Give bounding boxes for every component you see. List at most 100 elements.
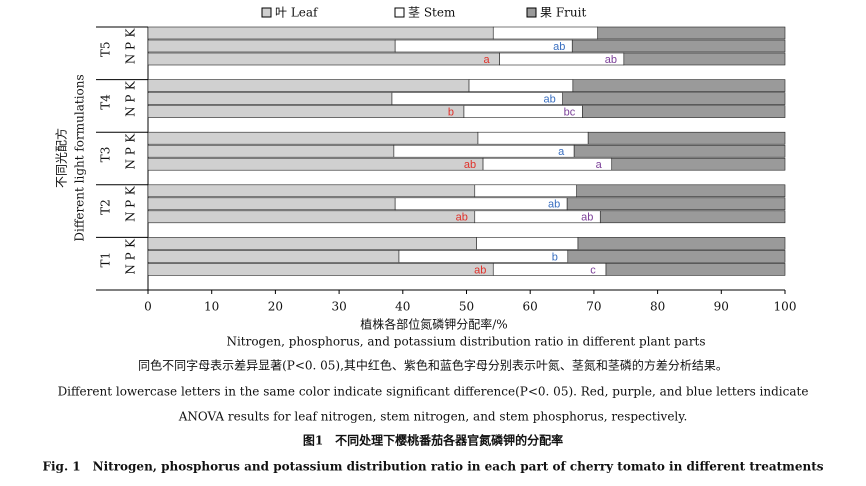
bar-segment: [571, 39, 786, 53]
legend-swatch: [261, 7, 272, 18]
bar-segment: [147, 39, 396, 53]
x-axis-label: Nitrogen, phosphorus, and potassium dist…: [226, 335, 705, 349]
significance-letter: ab: [456, 212, 468, 224]
bar-segment: [147, 26, 494, 40]
bar-segment: [147, 263, 494, 276]
category-label: N: [124, 264, 138, 275]
note: Different lowercase letters in the same …: [58, 385, 809, 399]
category-label: P: [124, 147, 138, 155]
bar-segment: [477, 131, 589, 145]
bar-segment: [476, 237, 579, 250]
x-tick-label: 50: [459, 300, 474, 314]
significance-letter: c: [590, 264, 596, 276]
bar-segment: [576, 184, 786, 198]
x-tick-label: 70: [586, 300, 601, 314]
bar-segment: [474, 184, 578, 198]
bar-segment: [147, 131, 479, 145]
significance-letter: ab: [464, 159, 476, 171]
significance-letter: ab: [581, 212, 593, 224]
group-label: T4: [99, 94, 113, 110]
bar-segment: [147, 52, 500, 66]
bar-segment: [147, 144, 395, 158]
bar-segment: [566, 197, 786, 211]
x-tick-label: 40: [395, 300, 410, 314]
significance-letter: b: [448, 107, 454, 119]
group-label: T5: [99, 41, 113, 57]
note: 同色不同字母表示差异显著(P<0. 05),其中红色、紫色和蓝色字母分别表示叶氮…: [138, 358, 728, 373]
bar-segment: [147, 197, 396, 211]
category-label: K: [124, 133, 138, 143]
bar-segment: [147, 250, 400, 263]
legend-swatch: [394, 7, 405, 18]
bar-segment: [562, 92, 786, 105]
bar-segment: [394, 197, 568, 211]
bar-segment: [147, 210, 476, 224]
bar-segment: [582, 105, 786, 118]
bar-segment: [577, 237, 786, 250]
bar-segment: [492, 26, 599, 40]
legend-label: 果 Fruit: [540, 6, 586, 20]
bar-segment: [605, 263, 786, 276]
bar-segment: [147, 237, 477, 250]
x-tick-label: 20: [268, 300, 283, 314]
x-axis-label: 植株各部位氮磷钾分配率/%: [360, 317, 507, 332]
significance-letter: ab: [553, 41, 565, 53]
legend-label: 茎 Stem: [408, 6, 456, 20]
category-label: K: [124, 238, 138, 248]
bar-segment: [391, 92, 563, 105]
bar-segment: [599, 210, 786, 224]
category-label: K: [124, 80, 138, 90]
bar-segment: [623, 52, 786, 66]
x-tick-label: 80: [650, 300, 665, 314]
bar-segment: [393, 144, 575, 158]
bar-segment: [147, 105, 465, 118]
bar-segment: [468, 79, 574, 92]
x-tick-label: 0: [144, 300, 152, 314]
note: ANOVA results for leaf nitrogen, stem ni…: [178, 410, 688, 424]
bar-segment: [398, 250, 569, 263]
group-label: T2: [99, 199, 113, 215]
y-axis-label: Different light formulations: [73, 74, 87, 241]
category-label: P: [124, 252, 138, 260]
bar-segment: [147, 79, 470, 92]
category-label: K: [124, 27, 138, 37]
bar-segment: [147, 157, 484, 171]
category-label: N: [124, 212, 138, 223]
bar-segment: [394, 39, 573, 53]
x-tick-label: 60: [523, 300, 538, 314]
significance-letter: ab: [605, 54, 617, 66]
bar-segment: [567, 250, 786, 263]
significance-letter: bc: [564, 107, 576, 119]
category-label: P: [124, 95, 138, 103]
bar-segment: [492, 263, 607, 276]
x-tick-label: 30: [331, 300, 346, 314]
category-label: P: [124, 42, 138, 50]
group-label: T3: [99, 147, 113, 163]
y-axis-label: 不同光配方: [54, 128, 69, 188]
group-label: T1: [99, 252, 113, 268]
x-tick-label: 100: [774, 300, 797, 314]
significance-letter: ab: [544, 94, 556, 106]
category-label: K: [124, 185, 138, 195]
caption: 图1 不同处理下樱桃番茄各器官氮磷钾的分配率: [303, 433, 563, 448]
significance-letter: a: [596, 159, 603, 171]
legend-swatch: [526, 7, 537, 18]
x-tick-label: 90: [714, 300, 729, 314]
bar-segment: [573, 144, 786, 158]
significance-letter: ab: [548, 199, 560, 211]
category-label: N: [124, 106, 138, 117]
category-label: N: [124, 159, 138, 170]
category-label: P: [124, 200, 138, 208]
x-tick-label: 10: [204, 300, 219, 314]
significance-letter: a: [558, 146, 565, 158]
significance-letter: a: [484, 54, 491, 66]
bar-segment: [572, 79, 786, 92]
legend-label: 叶 Leaf: [275, 6, 319, 20]
bar-segment: [147, 92, 393, 105]
significance-letter: b: [552, 251, 558, 263]
caption: Fig. 1 Nitrogen, phosphorus and potassiu…: [42, 460, 823, 474]
bar-segment: [597, 26, 786, 40]
category-label: N: [124, 54, 138, 65]
bar-segment: [611, 157, 786, 171]
